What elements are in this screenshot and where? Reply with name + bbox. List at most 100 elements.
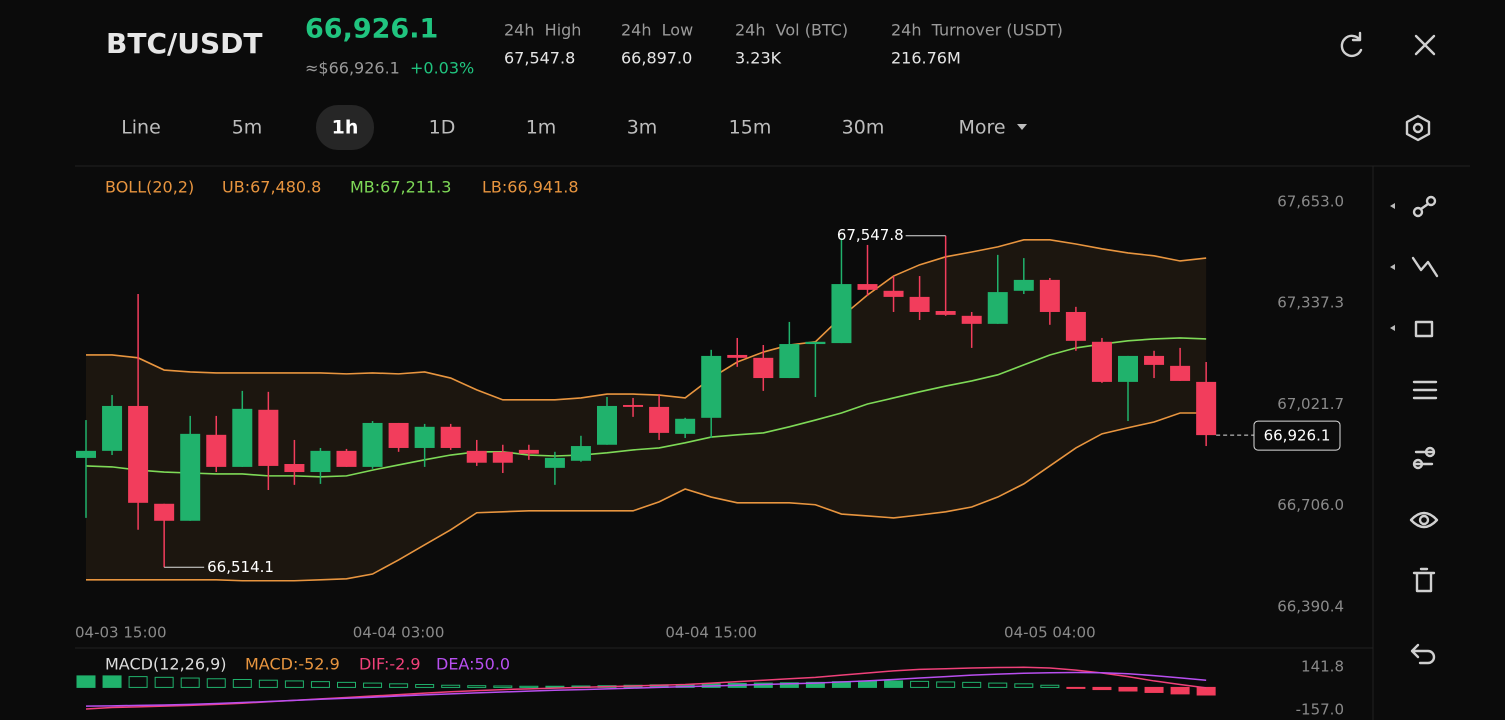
macd-bar — [1014, 683, 1034, 688]
timeframe-tab[interactable]: 15m — [729, 117, 772, 139]
timeframe-tab[interactable]: 1m — [526, 117, 557, 139]
settings-icon[interactable] — [1405, 114, 1431, 142]
trend-tool[interactable] — [1411, 256, 1439, 278]
macd-bar — [310, 681, 330, 688]
x-tick-label: 04-05 04:00 — [1004, 624, 1096, 642]
legend-entry: UB:67,480.8 — [222, 178, 321, 197]
candle-body — [1170, 365, 1191, 381]
dropdown-arrow — [1017, 124, 1027, 130]
macd-tick-label: -157.0 — [1296, 701, 1344, 719]
timeframe-tab[interactable]: 5m — [232, 117, 263, 139]
macd-bar — [779, 682, 799, 688]
macd-bar — [441, 684, 461, 688]
candle-body — [544, 457, 565, 468]
macd-bar — [128, 676, 148, 688]
timeframe-tab[interactable]: 3m — [627, 117, 658, 139]
candle-body — [154, 503, 175, 521]
candle-body — [1065, 311, 1086, 341]
candle-body — [1013, 279, 1034, 291]
candle-body — [284, 464, 305, 473]
candle-body — [310, 450, 331, 473]
macd-bar — [284, 680, 304, 688]
stat-label: 24h High — [504, 21, 581, 40]
y-tick-label: 66,706.0 — [1277, 496, 1344, 514]
candle-body — [128, 405, 149, 503]
candle-body — [362, 422, 383, 467]
expand-arrows — [1390, 203, 1395, 331]
sidebar-tools — [1390, 195, 1439, 665]
candle-body — [987, 292, 1008, 324]
line-tool[interactable] — [1412, 195, 1437, 218]
boll-line — [85, 337, 1207, 478]
macd-bar — [102, 675, 122, 688]
candle-body — [1091, 341, 1112, 382]
x-tick-label: 04-04 15:00 — [665, 624, 757, 642]
macd-bar — [936, 681, 956, 688]
undo-tool[interactable] — [1410, 643, 1436, 665]
template-tool[interactable] — [1412, 446, 1436, 470]
macd-bar — [180, 677, 200, 688]
macd-bar — [1170, 686, 1190, 695]
candle-body — [258, 409, 279, 466]
macd-bar — [206, 678, 226, 688]
macd-bar — [1196, 686, 1216, 696]
candle-body — [466, 450, 487, 463]
macd-bar — [884, 680, 904, 688]
x-tick-label: 04-03 15:00 — [75, 624, 167, 642]
macd-bar — [1144, 686, 1164, 693]
candle-body — [805, 341, 826, 345]
approx-price: ≈$66,926.1 — [305, 59, 400, 78]
timeframe-tab[interactable]: Line — [121, 117, 161, 139]
legend-entry: DEA:50.0 — [436, 655, 510, 674]
macd-bar — [1092, 686, 1112, 691]
macd-bar — [363, 682, 383, 688]
last-price-box — [1253, 420, 1341, 451]
timeframe-tab[interactable]: 1D — [429, 117, 456, 139]
timeframe-tab[interactable]: 1h — [332, 117, 359, 139]
candle-body — [831, 284, 852, 344]
delete-tool[interactable] — [1412, 567, 1436, 593]
candle-body — [1039, 279, 1060, 312]
indicator-name: BOLL(20,2) — [105, 178, 194, 197]
legend-entry: DIF:-2.9 — [359, 655, 421, 674]
shape-tool[interactable] — [1414, 320, 1434, 338]
high-label: 67,547.8 — [837, 226, 904, 244]
stat-label: 24h Low — [621, 21, 693, 40]
macd-line — [85, 671, 1207, 707]
macd-bar — [1118, 686, 1138, 692]
visibility-tool[interactable] — [1409, 511, 1439, 529]
candle-body — [232, 408, 253, 467]
legend-entry: MACD:-52.9 — [245, 655, 340, 674]
timeframe-tab[interactable]: More — [958, 117, 1005, 139]
low-label: 66,514.1 — [207, 558, 274, 576]
band-fill — [86, 239, 1207, 581]
legend-entry: LB:66,941.8 — [482, 178, 579, 197]
candle-body — [597, 405, 617, 445]
macd-bar — [519, 685, 539, 688]
candle-body — [701, 355, 722, 418]
macd-bar — [910, 680, 930, 688]
macd-bar — [962, 681, 982, 688]
close-icon[interactable] — [1410, 30, 1440, 60]
change: +0.03% — [410, 59, 474, 78]
active-tab-bg — [316, 105, 374, 150]
macd-bar — [467, 685, 487, 688]
candle-body — [336, 450, 357, 467]
candle-body — [492, 451, 513, 463]
legend-entry: MB:67,211.3 — [350, 178, 451, 197]
candle-body — [1196, 381, 1217, 436]
macd-bar — [337, 681, 356, 688]
stat-value: 67,547.8 — [504, 49, 575, 68]
macd-bar — [415, 684, 435, 688]
macd-bar — [389, 683, 409, 688]
candle-body — [623, 404, 644, 407]
timeframe-tab[interactable]: 30m — [842, 117, 885, 139]
candle-body — [206, 434, 227, 467]
stat-value: 66,897.0 — [621, 49, 692, 68]
candle-body — [414, 426, 435, 448]
refresh-icon[interactable] — [1335, 30, 1365, 60]
macd-tick-label: 141.8 — [1301, 658, 1344, 676]
indicator-tool[interactable] — [1412, 380, 1438, 400]
